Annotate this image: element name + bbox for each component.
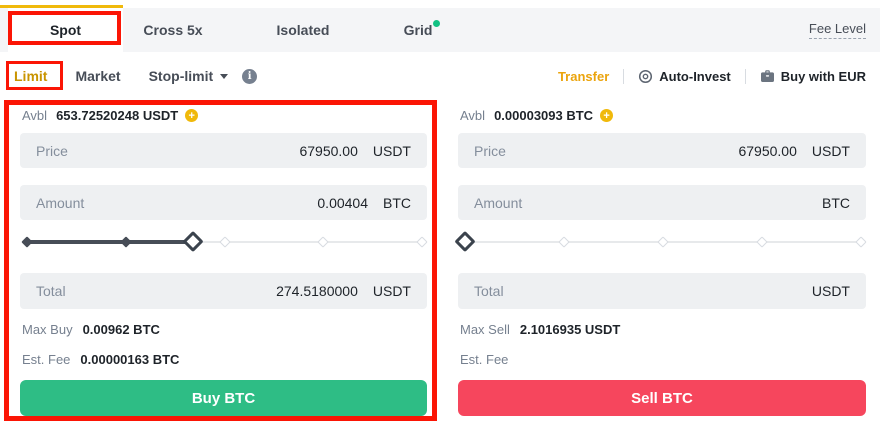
sell-order-form: Avbl 0.00003093 BTC + Price 67950.00 USD…: [454, 106, 867, 418]
total-value: 274.5180000: [276, 283, 358, 299]
price-unit: USDT: [811, 142, 850, 159]
price-value: 67950.00: [738, 142, 797, 159]
est-fee-label: Est. Fee: [22, 352, 71, 367]
order-type-row: Limit Market Stop-limit i Transfer Auto-…: [14, 62, 866, 90]
tab-spot-label: Spot: [49, 22, 82, 38]
fee-level-link[interactable]: Fee Level: [808, 21, 866, 39]
order-type-stop-limit[interactable]: Stop-limit: [149, 68, 229, 84]
avbl-value: 0.00003093 BTC: [494, 108, 594, 123]
buy-amount-input[interactable]: Amount 0.00404 BTC: [20, 185, 427, 220]
est-fee-label: Est. Fee: [460, 352, 509, 367]
price-value: 67950.00: [299, 142, 358, 159]
max-buy-row: Max Buy 0.00962 BTC: [22, 322, 160, 337]
buy-est-fee-row: Est. Fee 0.00000163 BTC: [22, 352, 179, 367]
slider-tick-100[interactable]: [855, 236, 867, 248]
slider-tick-25[interactable]: [120, 236, 132, 248]
sell-amount-slider[interactable]: [454, 230, 867, 253]
amount-label: Amount: [36, 194, 85, 211]
account-type-tabbar: Spot Cross 5x Isolated Grid Fee Level: [0, 8, 880, 52]
amount-value: 0.00404: [317, 194, 368, 211]
info-icon[interactable]: i: [242, 68, 258, 84]
max-sell-value: 2.1016935 USDT: [519, 322, 621, 337]
deposit-plus-icon[interactable]: +: [600, 109, 614, 122]
slider-tick-50[interactable]: [218, 236, 231, 248]
auto-invest-label: Auto-Invest: [659, 68, 731, 84]
chevron-down-icon: [220, 73, 229, 79]
slider-tick-50[interactable]: [657, 236, 669, 248]
buy-order-form: Avbl 653.72520248 USDT + Price 67950.00 …: [20, 106, 428, 418]
buy-with-eur-label: Buy with EUR: [780, 68, 866, 84]
vertical-divider: [623, 68, 625, 84]
sell-total-input[interactable]: Total USDT: [458, 273, 866, 309]
sell-available-balance: Avbl 0.00003093 BTC +: [460, 108, 614, 123]
price-unit: USDT: [372, 142, 411, 159]
slider-tick-75[interactable]: [317, 236, 329, 248]
max-buy-label: Max Buy: [22, 322, 73, 337]
panel-actions: Transfer Auto-Invest Buy with EUR: [557, 68, 866, 84]
tab-grid[interactable]: Grid: [368, 8, 468, 52]
tab-spot[interactable]: Spot: [8, 8, 123, 52]
order-type-stop-limit-label: Stop-limit: [148, 68, 214, 84]
amount-unit: BTC: [383, 194, 411, 211]
buy-price-input[interactable]: Price 67950.00 USDT: [20, 133, 427, 168]
total-label: Total: [36, 283, 66, 299]
order-type-limit[interactable]: Limit: [14, 68, 48, 84]
tab-isolated-label: Isolated: [276, 22, 330, 38]
sell-amount-input[interactable]: Amount BTC: [458, 185, 866, 220]
price-label: Price: [36, 142, 68, 159]
est-fee-value: 0.00000163 BTC: [80, 352, 180, 367]
slider-handle[interactable]: [454, 230, 476, 253]
slider-tick-25[interactable]: [558, 236, 570, 248]
total-label: Total: [474, 283, 504, 299]
auto-invest-link[interactable]: Auto-Invest: [638, 69, 731, 84]
buy-btc-button[interactable]: Buy BTC: [20, 380, 427, 416]
sell-price-input[interactable]: Price 67950.00 USDT: [458, 133, 866, 168]
amount-label: Amount: [474, 194, 523, 211]
slider-fill: [27, 240, 193, 244]
transfer-link[interactable]: Transfer: [557, 68, 610, 84]
max-sell-row: Max Sell 2.1016935 USDT: [460, 322, 620, 337]
slider-tick-75[interactable]: [756, 236, 768, 248]
deposit-plus-icon[interactable]: +: [185, 109, 199, 122]
sell-btc-button[interactable]: Sell BTC: [458, 380, 866, 416]
order-type-market[interactable]: Market: [75, 68, 121, 84]
tab-isolated[interactable]: Isolated: [253, 8, 353, 52]
tab-cross-label: Cross 5x: [143, 22, 203, 38]
slider-tick-100[interactable]: [416, 236, 428, 248]
buy-with-eur-link[interactable]: Buy with EUR: [760, 69, 866, 84]
amount-unit: BTC: [822, 194, 850, 211]
buy-amount-slider[interactable]: [21, 230, 428, 253]
wallet-icon: [760, 70, 774, 82]
total-unit: USDT: [811, 283, 850, 299]
slider-tick-0[interactable]: [21, 236, 33, 248]
sell-est-fee-row: Est. Fee: [460, 352, 518, 367]
grid-new-badge-dot: [433, 20, 440, 27]
avbl-value: 653.72520248 USDT: [56, 108, 179, 123]
avbl-label: Avbl: [460, 108, 486, 123]
total-unit: USDT: [372, 283, 411, 299]
max-sell-label: Max Sell: [460, 322, 510, 337]
buy-available-balance: Avbl 653.72520248 USDT +: [22, 108, 199, 123]
active-tab-indicator: [0, 5, 123, 8]
avbl-label: Avbl: [22, 108, 48, 123]
tab-grid-label: Grid: [403, 22, 433, 38]
buy-total-input[interactable]: Total 274.5180000 USDT: [20, 273, 427, 309]
max-buy-value: 0.00962 BTC: [82, 322, 160, 337]
auto-invest-icon: [639, 69, 653, 83]
tab-cross-5x[interactable]: Cross 5x: [123, 8, 223, 52]
price-label: Price: [474, 142, 506, 159]
slider-handle[interactable]: [182, 230, 204, 253]
vertical-divider: [744, 68, 746, 84]
